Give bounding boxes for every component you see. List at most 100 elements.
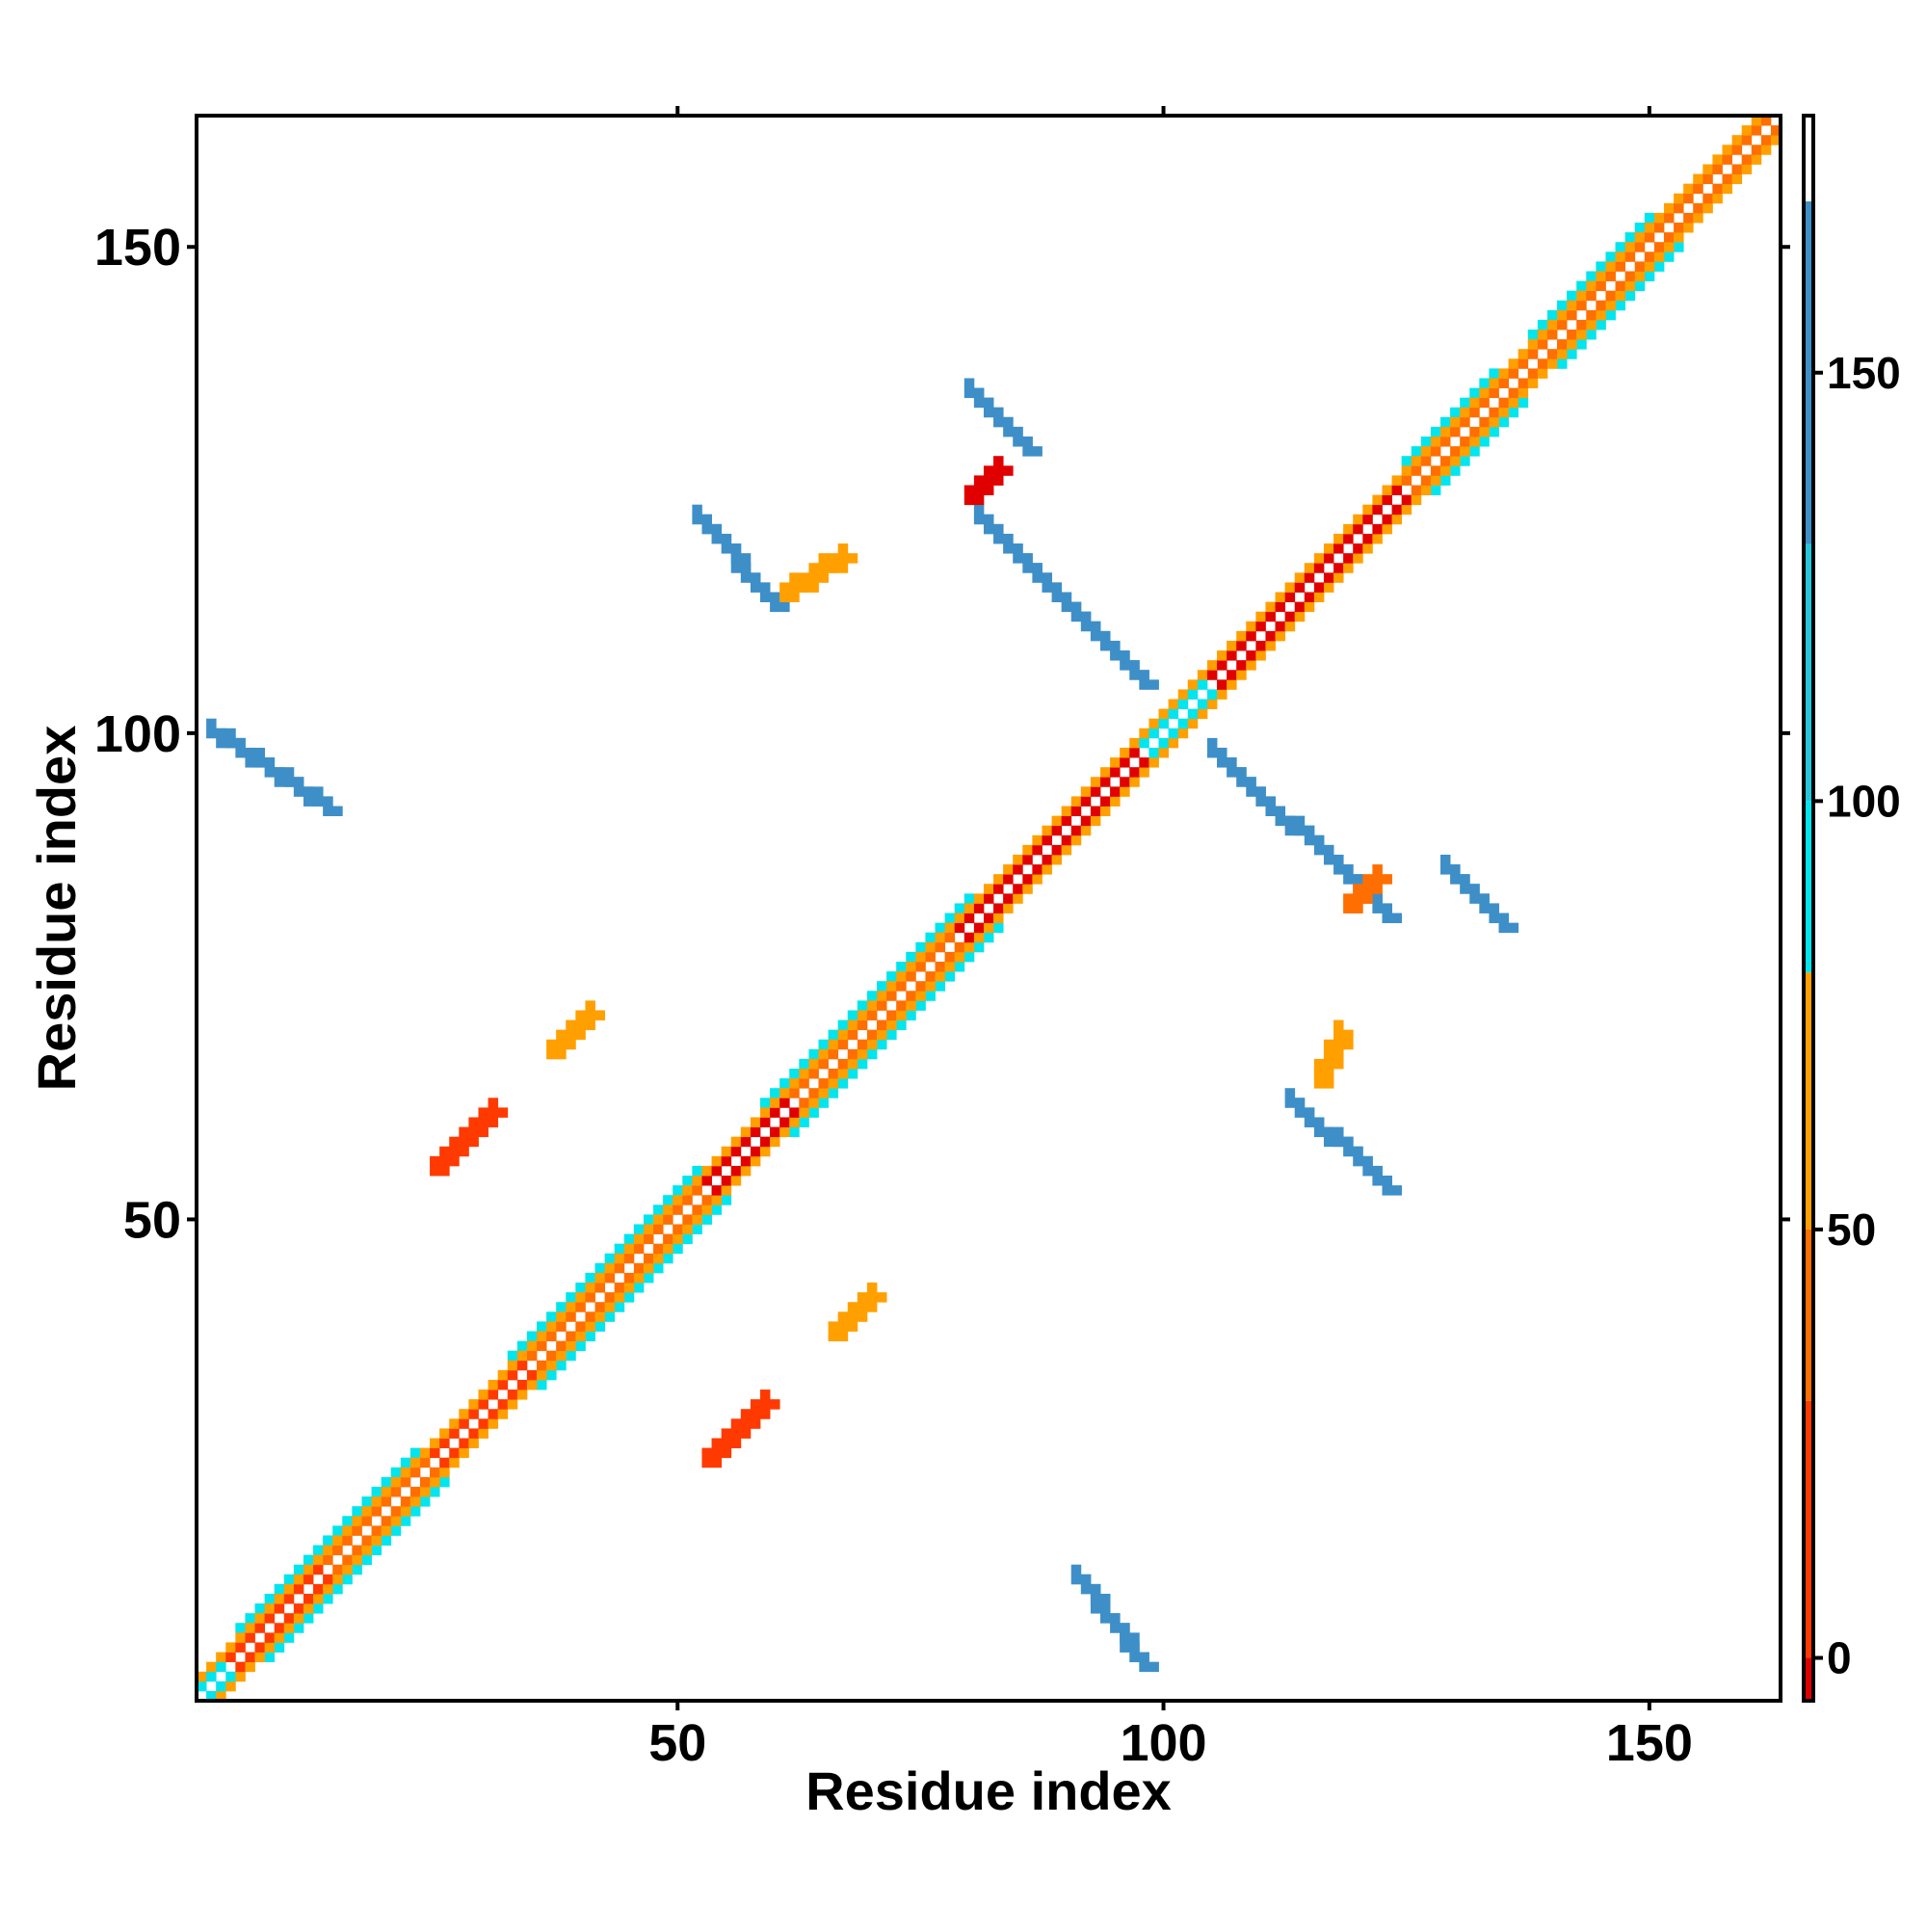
diagonal-cell [216, 1661, 226, 1673]
diagonal-cell [828, 1069, 839, 1079]
diagonal-halo-cell [1567, 349, 1577, 359]
diagonal-cell [1644, 223, 1655, 233]
diagonal-cell [488, 1389, 499, 1400]
diagonal-cell [1246, 660, 1256, 671]
diagonal-cell [1382, 494, 1392, 506]
diagonal-cell [1304, 601, 1315, 613]
diagonal-cell [1430, 465, 1441, 476]
diagonal-cell [1760, 116, 1772, 126]
diagonal-cell [1634, 232, 1646, 243]
diagonal-cell [983, 884, 994, 894]
contact-cell [1391, 1185, 1403, 1196]
contact-cell [837, 563, 849, 573]
diagonal-cell [197, 1671, 207, 1682]
y-tick-label: 150 [94, 219, 181, 277]
contact-cell [1217, 747, 1227, 758]
diagonal-halo-cell [779, 1078, 790, 1089]
diagonal-cell [323, 1554, 333, 1566]
diagonal-cell [604, 1292, 616, 1303]
diagonal-cell [799, 1107, 809, 1118]
diagonal-cell [1751, 125, 1762, 136]
diagonal-cell [575, 1292, 586, 1303]
contact-cell [1353, 884, 1363, 894]
diagonal-cell [1304, 592, 1315, 602]
contact-cell [1313, 844, 1325, 856]
diagonal-cell [915, 981, 926, 992]
diagonal-halo-cell [877, 981, 887, 992]
diagonal-cell [1129, 767, 1140, 778]
diagonal-halo-cell [673, 1185, 683, 1196]
diagonal-cell [1469, 426, 1480, 437]
contact-cell [1206, 737, 1218, 749]
diagonal-cell [1372, 494, 1383, 506]
contact-cell [1372, 1165, 1383, 1177]
diagonal-halo-cell [1489, 426, 1499, 437]
diagonal-cell [1217, 660, 1227, 671]
diagonal-cell [1255, 650, 1266, 661]
diagonal-halo-cell [1546, 309, 1558, 321]
contact-cell [439, 1155, 450, 1167]
diagonal-cell [1770, 125, 1782, 136]
diagonal-halo-cell [954, 962, 965, 972]
diagonal-cell [1236, 670, 1247, 680]
diagonal-cell [847, 1058, 858, 1070]
contact-cell [993, 465, 1004, 476]
diagonal-cell [1061, 844, 1072, 856]
diagonal-cell [293, 1574, 304, 1585]
diagonal-cell [925, 981, 936, 992]
diagonal-cell [323, 1583, 333, 1595]
contact-cell [546, 1048, 557, 1060]
diagonal-cell [381, 1486, 392, 1497]
diagonal-halo-cell [1450, 407, 1461, 418]
diagonal-cell [1042, 834, 1052, 846]
contact-cell [1323, 1078, 1334, 1089]
diagonal-cell [915, 951, 926, 963]
diagonal-cell [1120, 747, 1130, 758]
contact-cell [1353, 1146, 1363, 1157]
diagonal-halo-cell [759, 1098, 771, 1108]
diagonal-cell [1362, 504, 1373, 516]
contact-cell [459, 1126, 469, 1138]
diagonal-cell [1120, 786, 1130, 797]
diagonal-cell [468, 1399, 479, 1410]
contact-cell [1090, 630, 1101, 642]
diagonal-cell [1206, 699, 1218, 710]
diagonal-halo-cell [808, 1048, 819, 1060]
diagonal-cell [1469, 397, 1480, 409]
diagonal-cell [1460, 437, 1470, 447]
diagonal-cell [1653, 223, 1665, 233]
contact-cell [964, 378, 975, 388]
diagonal-cell [1586, 290, 1597, 302]
diagonal-cell [925, 951, 936, 963]
diagonal-cell [1197, 670, 1208, 680]
diagonal-cell [1353, 523, 1363, 535]
diagonal-halo-cell [886, 1029, 897, 1041]
diagonal-cell [459, 1438, 469, 1449]
diagonal-cell [1265, 640, 1276, 651]
diagonal-halo-cell [906, 951, 916, 963]
contact-cell [973, 387, 985, 399]
contact-cell [1343, 864, 1354, 875]
diagonal-cell [1430, 475, 1441, 486]
diagonal-cell [643, 1253, 654, 1264]
diagonal-halo-cell [935, 981, 946, 992]
contact-cell [828, 553, 839, 564]
contact-cell [1333, 1048, 1344, 1060]
diagonal-cell [1139, 728, 1149, 739]
contact-cell [1099, 1613, 1111, 1624]
diagonal-cell [1120, 777, 1130, 787]
diagonal-cell [575, 1331, 586, 1341]
contact-cell [1246, 786, 1256, 797]
contact-cell [1323, 844, 1334, 856]
diagonal-cell [663, 1204, 673, 1215]
diagonal-cell [1265, 611, 1276, 622]
diagonal-cell [1663, 202, 1675, 214]
diagonal-cell [1099, 777, 1111, 787]
contact-cell [857, 1302, 868, 1312]
diagonal-cell [1070, 806, 1082, 817]
diagonal-cell [808, 1069, 819, 1079]
diagonal-cell [1411, 494, 1422, 506]
diagonal-cell [1168, 708, 1179, 720]
colorbar-band [1804, 116, 1813, 201]
diagonal-cell [1022, 884, 1033, 894]
